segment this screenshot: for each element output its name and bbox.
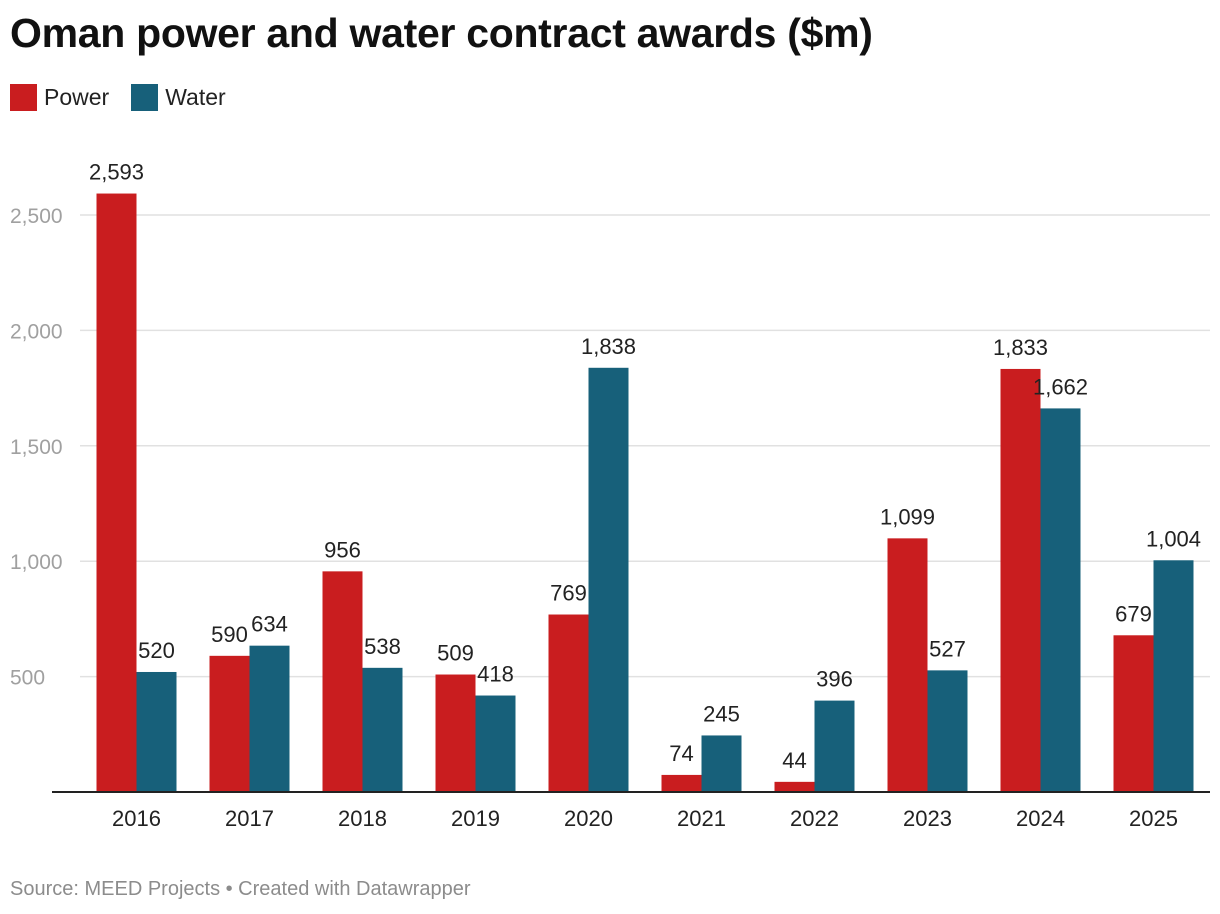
data-label-water: 538 xyxy=(364,634,401,659)
bar-power xyxy=(435,674,476,792)
data-label-power: 956 xyxy=(324,537,361,562)
data-label-water: 634 xyxy=(251,612,288,637)
y-tick-label: 1,500 xyxy=(10,436,63,459)
x-tick-label: 2020 xyxy=(564,806,613,831)
data-label-power: 1,099 xyxy=(880,504,935,529)
bar-water xyxy=(927,670,968,792)
legend: Power Water xyxy=(10,84,248,111)
legend-swatch-water xyxy=(131,84,159,111)
bar-water xyxy=(136,671,177,792)
x-tick-label: 2022 xyxy=(790,806,839,831)
x-tick-label: 2016 xyxy=(112,806,161,831)
bar-power xyxy=(1000,368,1041,792)
bar-power xyxy=(322,571,363,792)
bar-water xyxy=(1153,560,1194,792)
y-tick-label: 2,500 xyxy=(10,205,63,228)
bar-water xyxy=(475,695,516,792)
bar-water xyxy=(701,735,742,792)
bar-power xyxy=(96,193,137,793)
legend-swatch-power xyxy=(10,84,37,111)
legend-item-power: Power xyxy=(10,84,109,111)
data-label-water: 396 xyxy=(816,667,853,692)
x-tick-label: 2018 xyxy=(338,806,387,831)
data-label-power: 679 xyxy=(1115,601,1152,626)
data-label-power: 590 xyxy=(211,622,248,647)
y-tick-label: 2,000 xyxy=(10,320,63,343)
data-label-power: 769 xyxy=(550,581,587,606)
source-footer: Source: MEED Projects • Created with Dat… xyxy=(10,878,471,900)
bar-water xyxy=(588,367,629,792)
bar-power xyxy=(887,538,928,792)
data-label-power: 74 xyxy=(669,741,693,766)
data-label-water: 1,662 xyxy=(1033,374,1088,399)
y-tick-label: 500 xyxy=(10,667,45,690)
data-label-water: 520 xyxy=(138,638,175,663)
data-label-power: 2,593 xyxy=(89,160,144,185)
data-label-power: 44 xyxy=(782,748,806,773)
bar-water xyxy=(362,667,403,792)
y-tick-label: 1,000 xyxy=(10,551,63,574)
legend-label-power: Power xyxy=(44,84,110,110)
bar-power xyxy=(774,781,815,792)
bar-power xyxy=(548,614,589,792)
data-label-water: 245 xyxy=(703,701,740,726)
data-label-power: 509 xyxy=(437,641,474,666)
x-tick-label: 2025 xyxy=(1129,806,1178,831)
data-label-water: 1,004 xyxy=(1146,526,1201,551)
data-label-water: 418 xyxy=(477,662,514,687)
bar-power xyxy=(661,774,702,792)
legend-label-water: Water xyxy=(165,84,226,110)
bar-water xyxy=(1040,408,1081,792)
legend-item-water: Water xyxy=(131,84,226,111)
bar-power xyxy=(1113,635,1154,792)
bar-water xyxy=(249,645,290,792)
x-tick-label: 2021 xyxy=(677,806,726,831)
x-tick-label: 2024 xyxy=(1016,806,1065,831)
x-tick-label: 2019 xyxy=(451,806,500,831)
data-label-water: 527 xyxy=(929,636,966,661)
bar-power xyxy=(209,655,250,792)
x-tick-label: 2023 xyxy=(903,806,952,831)
data-label-power: 1,833 xyxy=(993,335,1048,360)
bar-water xyxy=(814,700,855,792)
chart-title: Oman power and water contract awards ($m… xyxy=(10,10,873,56)
data-label-water: 1,838 xyxy=(581,334,636,359)
x-tick-label: 2017 xyxy=(225,806,274,831)
